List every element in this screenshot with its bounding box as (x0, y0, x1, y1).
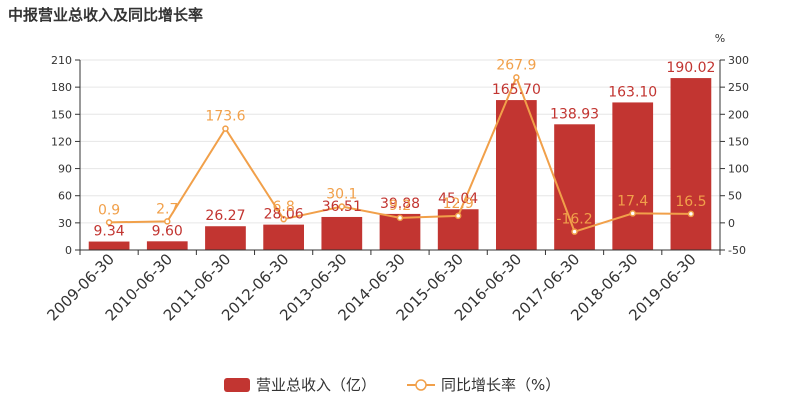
y-left-tick-label: 180 (51, 81, 72, 94)
line-point (687, 210, 695, 218)
legend-line-marker (415, 379, 427, 391)
legend-bar-swatch (224, 378, 250, 392)
bar (496, 100, 537, 250)
line-point (513, 74, 520, 81)
y-right-tick-label: 50 (728, 190, 742, 203)
chart-title: 中报营业总收入及同比增长率 (8, 6, 204, 24)
bar-value-label: 9.60 (152, 223, 183, 239)
bar (146, 241, 188, 250)
bar (321, 216, 363, 250)
y-left-tick-label: 150 (51, 108, 72, 121)
y-left-tick-label: 60 (58, 190, 72, 203)
y-left-tick-label: 210 (51, 54, 72, 67)
line-point (396, 214, 404, 222)
bar-value-label: 45.04 (438, 191, 478, 207)
bar-value-label: 36.51 (322, 199, 362, 215)
line-value-label: 9.2 (389, 198, 411, 214)
bar (88, 241, 130, 250)
line-value-label: 6.8 (273, 199, 295, 215)
line-value-label: -16.2 (556, 212, 592, 228)
bar-value-label: 9.34 (94, 224, 125, 240)
legend-bar-label: 营业总收入（亿） (256, 376, 376, 394)
legend-line-label: 同比增长率（%） (441, 376, 560, 394)
bar-value-label: 190.02 (666, 60, 715, 76)
line-point (571, 228, 578, 235)
line-point (222, 125, 229, 132)
line-value-label: 2.7 (156, 201, 178, 217)
y-right-tick-label: 300 (728, 54, 749, 67)
line-value-label: 0.9 (98, 202, 120, 218)
line-point (454, 212, 462, 220)
y-right-tick-label: -50 (728, 244, 746, 257)
line-value-label: 12.9 (443, 196, 474, 212)
line-value-label: 267.9 (496, 57, 536, 73)
bar (612, 102, 654, 250)
y-left-tick-label: 90 (58, 163, 72, 176)
bar (205, 226, 246, 250)
line-point (164, 218, 171, 225)
y-right-tick-label: 150 (728, 135, 749, 148)
line-point (280, 215, 287, 223)
y-left-tick-label: 0 (65, 244, 72, 257)
bar-value-label: 39.88 (380, 196, 420, 212)
line-value-label: 30.1 (326, 187, 357, 203)
y-right-tick-label: 0 (728, 217, 735, 230)
line-point (629, 210, 636, 217)
bar-value-label: 163.10 (608, 84, 657, 100)
bar-value-label: 26.27 (205, 208, 245, 224)
y-right-unit: % (715, 32, 725, 45)
line-value-label: 17.4 (617, 193, 648, 209)
legend: 营业总收入（亿） 同比增长率（%） (224, 376, 560, 394)
bar (263, 224, 304, 250)
y-left-tick-label: 30 (58, 217, 72, 230)
y-right-tick-label: 200 (728, 108, 749, 121)
line-point (338, 203, 346, 210)
line-value-label: 173.6 (205, 109, 245, 125)
bar-value-label: 28.06 (264, 207, 304, 223)
line-series (105, 74, 695, 235)
data-labels: 9.34 9.60 26.27 28.06 36.51 39.88 45.04 165.70 1… (94, 57, 716, 239)
bar-value-label: 138.93 (550, 106, 599, 122)
bar (670, 78, 712, 250)
y-right-tick-label: 250 (728, 81, 749, 94)
line-point (105, 219, 113, 226)
y-right-tick-label: 100 (728, 163, 749, 176)
line-value-label: 16.5 (675, 194, 706, 210)
bar-value-label: 165.70 (492, 82, 541, 98)
y-left-tick-label: 120 (51, 135, 72, 148)
